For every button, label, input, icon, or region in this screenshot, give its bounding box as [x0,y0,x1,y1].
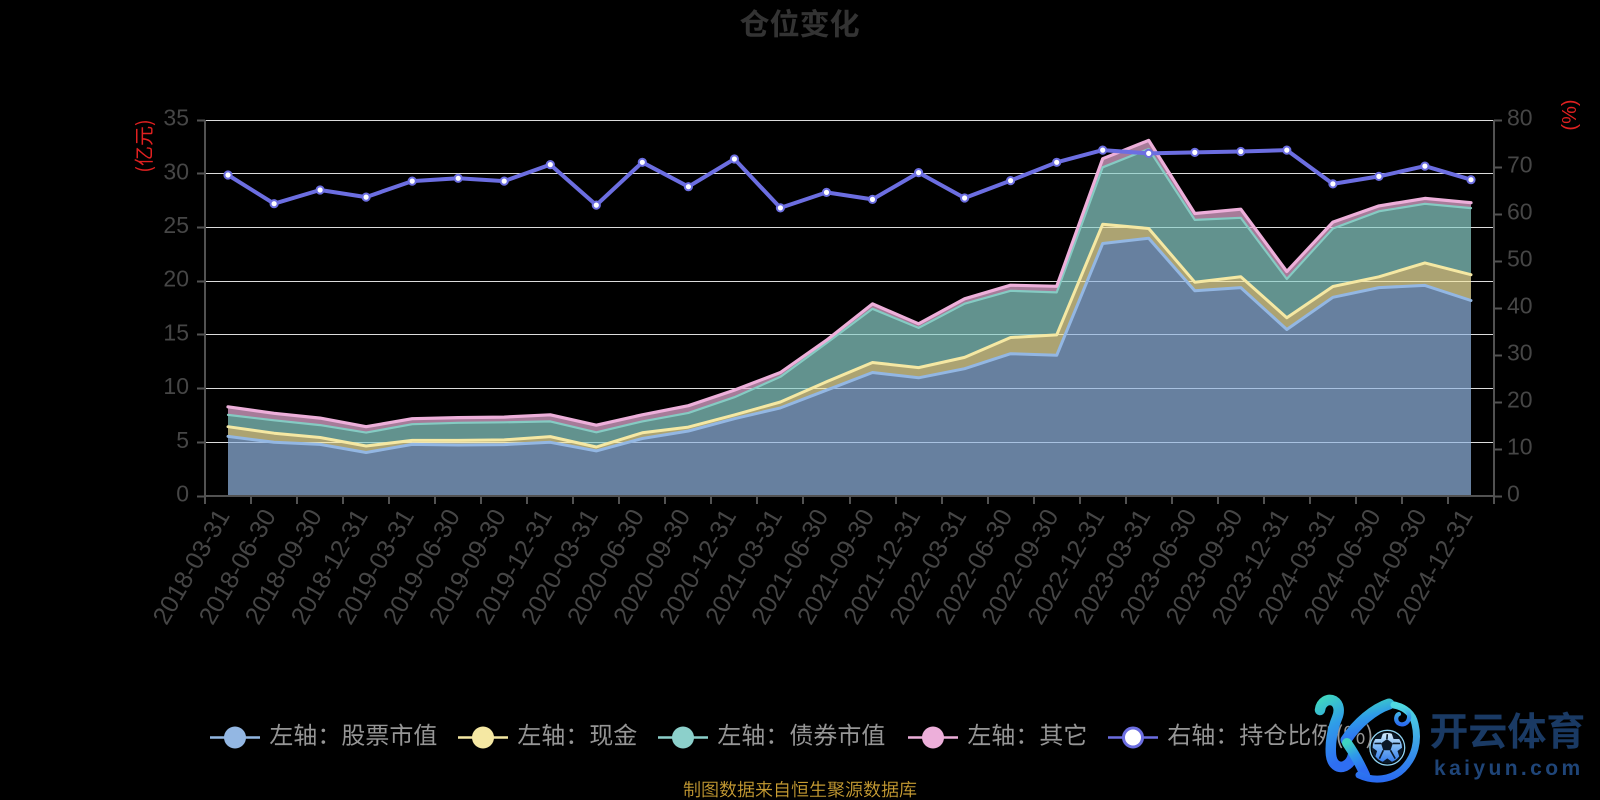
svg-text:30: 30 [163,158,189,184]
svg-text:80: 80 [1507,105,1533,131]
svg-text:25: 25 [163,212,189,238]
svg-text:5: 5 [176,427,189,453]
svg-text:(%): (%) [1559,99,1581,130]
svg-text:40: 40 [1507,293,1533,319]
svg-text:20: 20 [163,266,189,292]
svg-text:10: 10 [1507,434,1533,460]
svg-text:15: 15 [163,320,189,346]
svg-text:10: 10 [163,373,189,399]
svg-text:0: 0 [1507,481,1520,507]
svg-text:70: 70 [1507,152,1533,178]
svg-text:60: 60 [1507,199,1533,225]
svg-text:0: 0 [176,481,189,507]
svg-text:35: 35 [163,105,189,131]
svg-text:kaiyun.com: kaiyun.com [1434,757,1584,780]
svg-text:20: 20 [1507,387,1533,413]
svg-text:30: 30 [1507,340,1533,366]
svg-text:50: 50 [1507,246,1533,272]
